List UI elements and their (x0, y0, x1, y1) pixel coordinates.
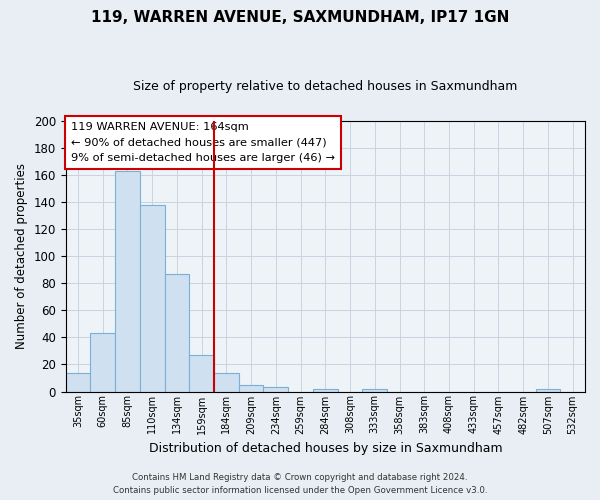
Bar (362, 389, 387, 392)
Bar (214, 372, 239, 392)
Bar (263, 388, 288, 392)
Bar (91, 334, 115, 392)
Title: Size of property relative to detached houses in Saxmundham: Size of property relative to detached ho… (133, 80, 518, 93)
Bar (140, 204, 164, 392)
Text: 119, WARREN AVENUE, SAXMUNDHAM, IP17 1GN: 119, WARREN AVENUE, SAXMUNDHAM, IP17 1GN (91, 10, 509, 25)
Bar (164, 274, 190, 392)
Bar (65, 372, 91, 392)
X-axis label: Distribution of detached houses by size in Saxmundham: Distribution of detached houses by size … (149, 442, 502, 455)
Text: 119 WARREN AVENUE: 164sqm
← 90% of detached houses are smaller (447)
9% of semi-: 119 WARREN AVENUE: 164sqm ← 90% of detac… (71, 122, 335, 163)
Text: Contains HM Land Registry data © Crown copyright and database right 2024.
Contai: Contains HM Land Registry data © Crown c… (113, 474, 487, 495)
Bar (115, 170, 140, 392)
Bar (313, 389, 338, 392)
Bar (190, 355, 214, 392)
Bar (536, 389, 560, 392)
Bar (239, 384, 263, 392)
Y-axis label: Number of detached properties: Number of detached properties (15, 163, 28, 349)
